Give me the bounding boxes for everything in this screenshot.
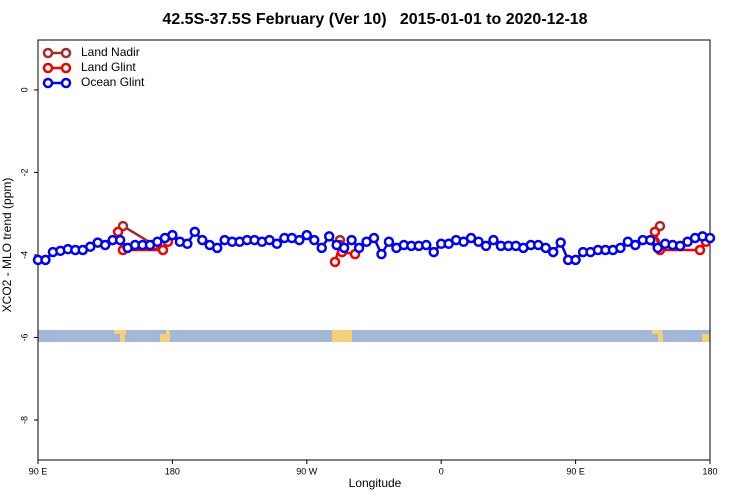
point — [294, 234, 305, 246]
x-tick-label: 90 E — [566, 466, 585, 476]
point — [652, 242, 663, 254]
point — [40, 254, 51, 266]
point — [99, 239, 111, 251]
x-axis-label: Longitude — [349, 476, 402, 490]
point — [694, 244, 706, 256]
point — [316, 242, 327, 254]
y-tick-label: -2 — [19, 168, 29, 176]
point — [323, 231, 335, 242]
legend-marker — [60, 47, 72, 59]
y-tick-label: 0 — [19, 87, 29, 92]
point — [615, 242, 626, 254]
point — [540, 242, 551, 254]
point — [674, 240, 686, 252]
point — [309, 234, 320, 246]
legend-label: Land Glint — [81, 60, 136, 74]
point — [112, 226, 124, 238]
point — [480, 240, 492, 252]
point — [182, 238, 193, 250]
y-axis-label: XCO2 - MLO trend (ppm) — [0, 178, 14, 313]
y-tick-label: -8 — [19, 416, 29, 424]
legend-marker — [42, 62, 54, 74]
x-tick-label: 180 — [702, 466, 717, 476]
point — [114, 234, 126, 246]
point — [353, 242, 365, 254]
point — [329, 256, 341, 268]
point — [167, 229, 178, 241]
point — [630, 239, 641, 251]
legend-label: Land Nadir — [81, 45, 140, 59]
point — [338, 242, 350, 254]
point — [547, 246, 559, 258]
point — [85, 241, 96, 252]
point — [301, 229, 313, 241]
point — [704, 232, 716, 244]
point — [421, 239, 432, 251]
legend-marker — [60, 62, 72, 74]
point — [157, 244, 169, 256]
point — [189, 226, 201, 238]
point — [383, 236, 395, 247]
point — [271, 238, 283, 250]
legend-marker — [42, 47, 54, 59]
legend-marker — [60, 77, 72, 89]
legend-label: Ocean Glint — [81, 75, 145, 89]
x-tick-label: 90 W — [296, 466, 318, 476]
point — [428, 246, 439, 258]
plot-frame — [37, 39, 711, 461]
x-tick-label: 180 — [165, 466, 180, 476]
point — [346, 234, 357, 246]
point — [555, 237, 566, 248]
point — [570, 254, 581, 266]
point — [368, 232, 380, 244]
legend-marker — [42, 77, 54, 89]
y-tick-label: -4 — [19, 251, 29, 259]
chart-title: 42.5S-37.5S February (Ver 10) 2015-01-01… — [162, 11, 587, 28]
x-tick-label: 0 — [439, 466, 444, 476]
surface-strip — [38, 330, 710, 342]
x-tick-label: 90 E — [29, 466, 48, 476]
point — [197, 234, 208, 246]
point — [488, 234, 499, 246]
point — [645, 234, 656, 246]
point — [473, 236, 484, 247]
point — [211, 242, 223, 254]
point — [649, 226, 661, 238]
point — [376, 248, 387, 260]
y-tick-label: -6 — [19, 333, 29, 341]
